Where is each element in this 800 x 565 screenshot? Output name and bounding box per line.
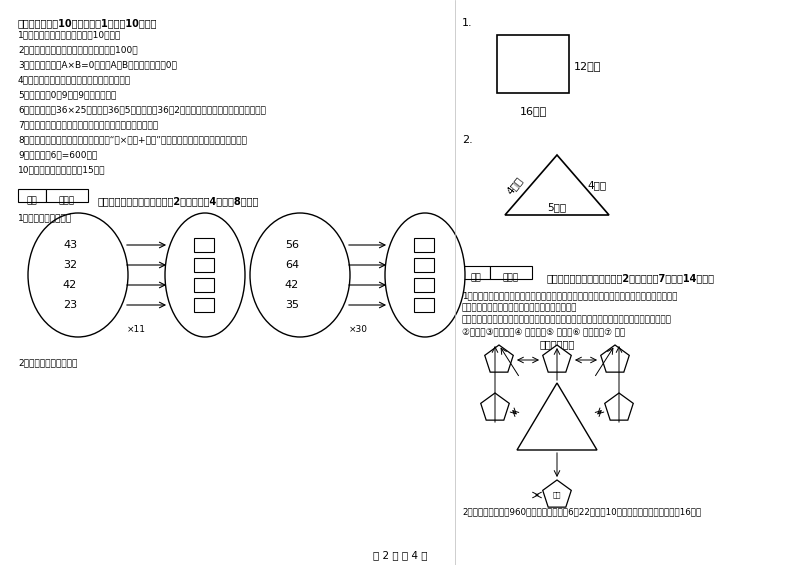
Text: 五、认真思考，综合能力（列2小题，每题7分，內14分）。: 五、认真思考，综合能力（列2小题，每题7分，內14分）。 — [547, 273, 715, 283]
Text: 6．（　　）计36×25时，先把36和5相乘，再把36和2相乘，最后把两次乘积的结果相加。: 6．（ ）计36×25时，先把36和5相乘，再把36和2相乘，最后把两次乘积的结… — [18, 105, 266, 114]
Text: 根据小强的描述，请你把这些动物场馆所在的位置，在动物园的导游图上用序号表示出来。: 根据小强的描述，请你把这些动物场馆所在的位置，在动物园的导游图上用序号表示出来。 — [462, 315, 672, 324]
Text: 42: 42 — [285, 280, 299, 290]
Polygon shape — [542, 480, 571, 507]
Text: 三、判断题（內10小题，每题1分，內10分）。: 三、判断题（內10小题，每题1分，內10分）。 — [18, 18, 158, 28]
FancyBboxPatch shape — [194, 298, 214, 312]
Text: 16厘米: 16厘米 — [519, 106, 546, 116]
Text: 5．（　　）0．9里有9个十分之一。: 5．（ ）0．9里有9个十分之一。 — [18, 90, 116, 99]
Ellipse shape — [28, 213, 128, 337]
Ellipse shape — [165, 213, 245, 337]
Text: 评卷人: 评卷人 — [59, 196, 75, 205]
FancyBboxPatch shape — [414, 298, 434, 312]
FancyBboxPatch shape — [414, 278, 434, 292]
FancyBboxPatch shape — [414, 238, 434, 252]
FancyBboxPatch shape — [497, 35, 569, 93]
Polygon shape — [542, 345, 571, 372]
Text: 56: 56 — [285, 240, 299, 250]
Text: 第 2 页 共 4 页: 第 2 页 共 4 页 — [373, 550, 427, 560]
Text: 35: 35 — [285, 300, 299, 310]
Text: 9．（　　）6分=600秒。: 9．（ ）6分=600秒。 — [18, 150, 98, 159]
FancyBboxPatch shape — [490, 266, 532, 279]
FancyBboxPatch shape — [414, 258, 434, 272]
Text: 2．（　　）两个面积单位之间的进率是100。: 2．（ ）两个面积单位之间的进率是100。 — [18, 45, 138, 54]
Ellipse shape — [385, 213, 465, 337]
Text: 8．（　　）有余数除法的验算方法是“商×除数+余数”，看得到的结果是否与被除数相等。: 8．（ ）有余数除法的验算方法是“商×除数+余数”，看得到的结果是否与被除数相等… — [18, 135, 247, 144]
Text: 评卷人: 评卷人 — [503, 273, 519, 282]
Text: 4分米: 4分米 — [587, 180, 606, 190]
Text: 1、算一算，填一填。: 1、算一算，填一填。 — [18, 213, 72, 222]
Text: 4分米: 4分米 — [505, 175, 525, 195]
Text: 32: 32 — [63, 260, 77, 270]
Text: 42: 42 — [63, 280, 77, 290]
Text: 3．（　　）如果A×B=0，那么A和B中至少有一个是0。: 3．（ ）如果A×B=0，那么A和B中至少有一个是0。 — [18, 60, 177, 69]
Polygon shape — [601, 345, 630, 372]
Text: 2、求下面图形的周长。: 2、求下面图形的周长。 — [18, 358, 78, 367]
FancyBboxPatch shape — [462, 266, 490, 279]
Polygon shape — [481, 393, 510, 420]
Text: 12厘米: 12厘米 — [574, 61, 602, 71]
Text: 馆和鱼馆的场地分别在动物园的东北角和西北角。: 馆和鱼馆的场地分别在动物园的东北角和西北角。 — [462, 303, 578, 312]
Text: ×11: ×11 — [126, 325, 146, 334]
Polygon shape — [605, 393, 634, 420]
Text: 得分: 得分 — [470, 273, 482, 282]
Text: 7．（　　）所有的大月都是单月，所有的小月都是双月。: 7．（ ）所有的大月都是单月，所有的小月都是双月。 — [18, 120, 158, 129]
Text: 得分: 得分 — [26, 196, 38, 205]
Ellipse shape — [250, 213, 350, 337]
Text: 2.: 2. — [462, 135, 473, 145]
FancyBboxPatch shape — [194, 238, 214, 252]
Text: 1．走进动物园大门，正北面是狮子山和熊猫馆，狮子山的东侧是飞禽馆，西侧是猴园，大象: 1．走进动物园大门，正北面是狮子山和熊猫馆，狮子山的东侧是飞禽馆，西侧是猴园，大… — [462, 291, 678, 300]
FancyBboxPatch shape — [18, 189, 46, 202]
FancyBboxPatch shape — [194, 258, 214, 272]
Text: 2．甲乙两城铁路长960千米，一列客车于6月22日上午10时从甲城开往乙城，当日晁16时到: 2．甲乙两城铁路长960千米，一列客车于6月22日上午10时从甲城开往乙城，当日… — [462, 507, 702, 516]
Text: 64: 64 — [285, 260, 299, 270]
Text: 5分米: 5分米 — [547, 202, 566, 212]
Text: ②狮山　③熊猫馆　④ 飞禽馆　⑤ 猴园　⑥ 大象馆　⑦ 鱼馆: ②狮山 ③熊猫馆 ④ 飞禽馆 ⑤ 猴园 ⑥ 大象馆 ⑦ 鱼馆 — [462, 327, 626, 336]
Text: ×30: ×30 — [349, 325, 367, 334]
Text: 四、看清题目，细心计算（列2小题，每题4分，列8分）。: 四、看清题目，细心计算（列2小题，每题4分，列8分）。 — [98, 196, 259, 206]
Polygon shape — [485, 345, 514, 372]
Text: 23: 23 — [63, 300, 77, 310]
Text: 43: 43 — [63, 240, 77, 250]
Polygon shape — [517, 383, 597, 450]
Text: 10．（　　）李老师身高15米。: 10．（ ）李老师身高15米。 — [18, 165, 106, 174]
Text: 动物园导游图: 动物园导游图 — [539, 339, 574, 349]
Text: 1．（　　）小明家客厅面积是10公顿。: 1．（ ）小明家客厅面积是10公顿。 — [18, 30, 122, 39]
Text: 1.: 1. — [462, 18, 473, 28]
FancyBboxPatch shape — [46, 189, 88, 202]
Text: 大门: 大门 — [553, 492, 562, 498]
Text: 4．（　　）小明面对着东方时，背对着西方。: 4．（ ）小明面对着东方时，背对着西方。 — [18, 75, 131, 84]
Polygon shape — [505, 155, 609, 215]
FancyBboxPatch shape — [194, 278, 214, 292]
